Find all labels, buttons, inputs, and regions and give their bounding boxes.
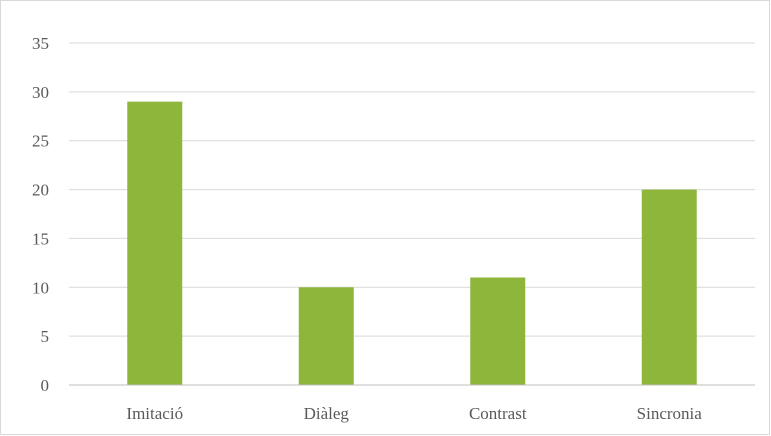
bar-imitació (127, 101, 183, 385)
y-tick-label: 30 (32, 83, 49, 102)
x-category-label: Diàleg (304, 404, 350, 423)
y-tick-label: 25 (32, 132, 49, 151)
y-tick-label: 20 (32, 181, 49, 200)
bar-sincronia (641, 189, 697, 385)
bars (127, 101, 697, 385)
y-tick-label: 35 (32, 34, 49, 53)
y-axis-tick-labels: 0 5 10 15 20 25 30 35 (32, 34, 49, 395)
y-tick-label: 15 (32, 229, 49, 248)
x-category-label: Contrast (469, 404, 527, 423)
x-category-label: Imitació (126, 404, 183, 423)
x-category-label: Sincronia (637, 404, 703, 423)
bar-contrast (470, 277, 526, 385)
y-tick-label: 10 (32, 278, 49, 297)
y-tick-label: 5 (41, 327, 50, 346)
bar-diàleg (298, 287, 354, 385)
gridlines (69, 42, 755, 337)
y-tick-label: 0 (41, 376, 50, 395)
x-axis-category-labels: Imitació Diàleg Contrast Sincronia (126, 404, 702, 423)
